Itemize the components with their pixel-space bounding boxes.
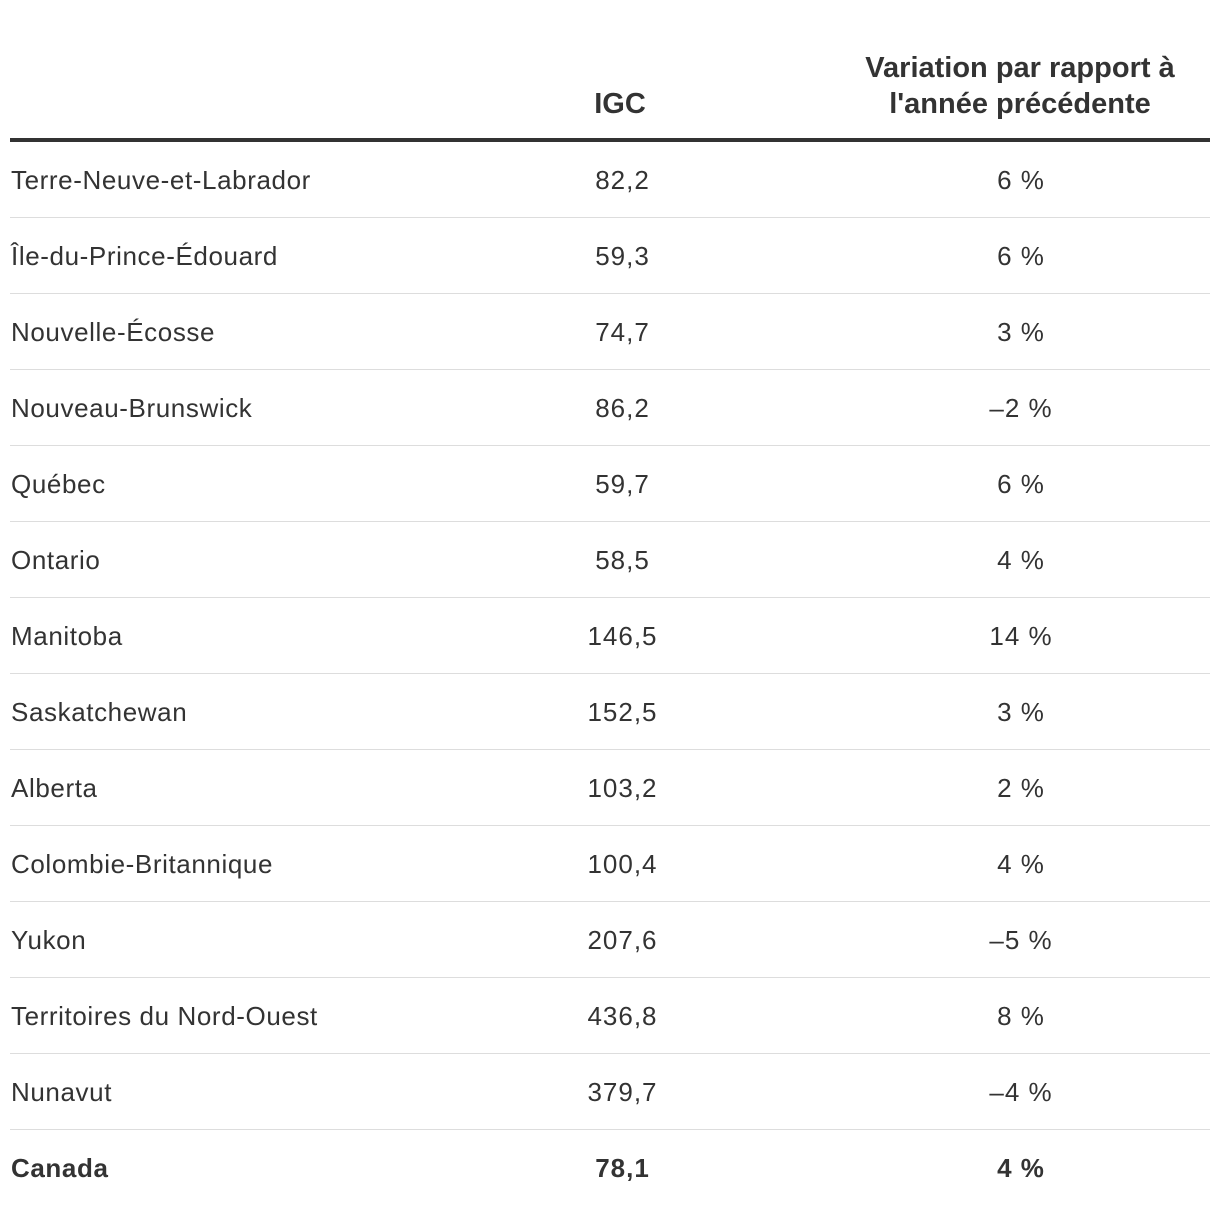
table-header: IGC Variation par rapport à l'année préc… xyxy=(10,0,1210,142)
data-table: IGC Variation par rapport à l'année préc… xyxy=(10,0,1210,1205)
row-variation-value: –4 % xyxy=(989,1077,1053,1107)
row-name: Colombie-Britannique xyxy=(11,849,274,879)
row-igc-value: 152,5 xyxy=(587,697,658,727)
row-name: Nunavut xyxy=(11,1077,113,1107)
row-name: Ontario xyxy=(11,545,101,575)
row-igc-value: 436,8 xyxy=(587,1001,658,1031)
row-variation-value: 6 % xyxy=(997,241,1045,271)
row-igc-value: 379,7 xyxy=(587,1077,658,1107)
row-variation-value: –5 % xyxy=(989,925,1053,955)
row-igc-value: 78,1 xyxy=(595,1153,650,1183)
table-body: Terre-Neuve-et-Labrador 82,2 6 % Île-du-Pri… xyxy=(10,142,1210,1205)
row-igc-value: 59,3 xyxy=(595,241,650,271)
row-name: Canada xyxy=(11,1153,109,1183)
row-variation-value: 4 % xyxy=(997,545,1045,575)
row-igc-value: 100,4 xyxy=(587,849,658,879)
row-name: Alberta xyxy=(11,773,98,803)
row-name: Manitoba xyxy=(11,621,123,651)
row-variation-value: 6 % xyxy=(997,165,1045,195)
row-igc-value: 74,7 xyxy=(595,317,650,347)
table-row: Nunavut 379,7 –4 % xyxy=(10,1054,1210,1130)
table-row: Territoires du Nord-Ouest 436,8 8 % xyxy=(10,978,1210,1054)
table-row: Colombie-Britannique 100,4 4 % xyxy=(10,826,1210,902)
row-variation-value: –2 % xyxy=(989,393,1053,423)
table-row: Yukon 207,6 –5 % xyxy=(10,902,1210,978)
row-igc-value: 82,2 xyxy=(595,165,650,195)
row-variation-value: 14 % xyxy=(989,621,1053,651)
table-row: Terre-Neuve-et-Labrador 82,2 6 % xyxy=(10,142,1210,218)
table-row: Île-du-Prince-Édouard 59,3 6 % xyxy=(10,218,1210,294)
table-row: Québec 59,7 6 % xyxy=(10,446,1210,522)
row-name: Île-du-Prince-Édouard xyxy=(11,241,278,271)
row-igc-value: 86,2 xyxy=(595,393,650,423)
table-row-total: Canada 78,1 4 % xyxy=(10,1130,1210,1205)
table-row: Ontario 58,5 4 % xyxy=(10,522,1210,598)
row-name: Québec xyxy=(11,469,106,499)
row-name: Territoires du Nord-Ouest xyxy=(11,1001,318,1031)
row-variation-value: 4 % xyxy=(997,1153,1045,1183)
table-row: Saskatchewan 152,5 3 % xyxy=(10,674,1210,750)
table-row: Nouvelle-Écosse 74,7 3 % xyxy=(10,294,1210,370)
row-igc-value: 146,5 xyxy=(587,621,658,651)
row-variation-value: 8 % xyxy=(997,1001,1045,1031)
column-header-variation: Variation par rapport à l'année précéden… xyxy=(865,52,1175,120)
table-row: Nouveau-Brunswick 86,2 –2 % xyxy=(10,370,1210,446)
row-variation-value: 6 % xyxy=(997,469,1045,499)
row-variation-value: 4 % xyxy=(997,849,1045,879)
table-row: Alberta 103,2 2 % xyxy=(10,750,1210,826)
table-row: Manitoba 146,5 14 % xyxy=(10,598,1210,674)
row-igc-value: 207,6 xyxy=(587,925,658,955)
row-igc-value: 103,2 xyxy=(587,773,658,803)
row-variation-value: 2 % xyxy=(997,773,1045,803)
row-name: Terre-Neuve-et-Labrador xyxy=(11,165,311,195)
row-name: Saskatchewan xyxy=(11,697,188,727)
row-variation-value: 3 % xyxy=(997,317,1045,347)
row-name: Yukon xyxy=(11,925,87,955)
row-variation-value: 3 % xyxy=(997,697,1045,727)
row-igc-value: 59,7 xyxy=(595,469,650,499)
row-name: Nouvelle-Écosse xyxy=(11,317,216,347)
row-name: Nouveau-Brunswick xyxy=(11,393,253,423)
column-header-igc: IGC xyxy=(594,88,646,120)
row-igc-value: 58,5 xyxy=(595,545,650,575)
